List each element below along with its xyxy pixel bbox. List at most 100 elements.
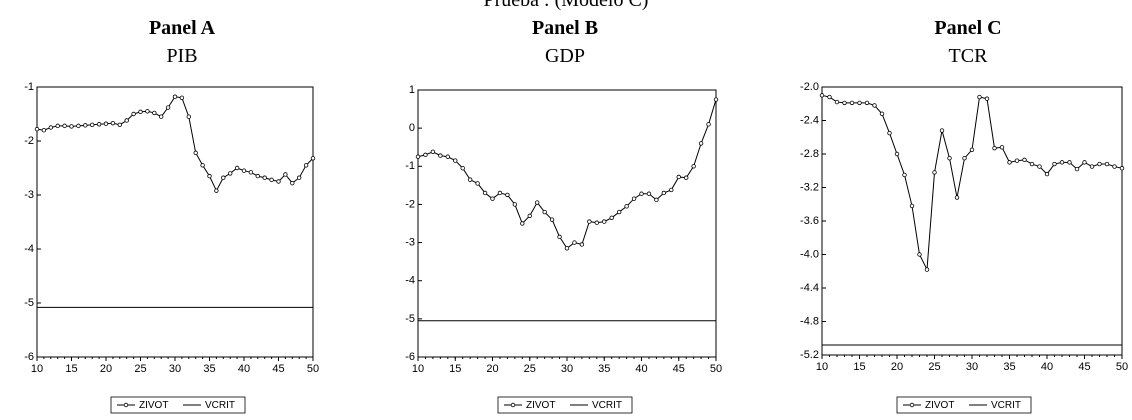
- point: [1112, 164, 1117, 169]
- point: [276, 179, 281, 184]
- x-tick-label: 20: [891, 361, 903, 373]
- point: [1082, 160, 1087, 165]
- y-tick-label: -3.6: [800, 215, 819, 227]
- point: [713, 97, 719, 102]
- point: [954, 195, 960, 200]
- y-tick-label: -3: [24, 189, 34, 201]
- point: [1059, 160, 1065, 165]
- point: [172, 94, 178, 99]
- point: [624, 204, 629, 209]
- x-tick-label: 35: [1003, 361, 1015, 373]
- point: [423, 152, 428, 158]
- point: [475, 181, 480, 186]
- y-tick-label: -4.0: [800, 248, 819, 260]
- x-tick-label: 40: [238, 363, 250, 375]
- point: [999, 145, 1005, 150]
- panel-title: Panel C: [934, 17, 1001, 39]
- point: [1119, 166, 1125, 171]
- point: [124, 118, 129, 123]
- point: [467, 177, 473, 182]
- y-tick-label: -1: [24, 81, 34, 93]
- y-tick-label: -6: [405, 351, 415, 363]
- x-tick-label: 45: [272, 363, 284, 375]
- y-tick-label: -5: [405, 313, 415, 325]
- point: [1097, 161, 1102, 167]
- point: [255, 173, 260, 179]
- point: [460, 165, 465, 171]
- point: [1089, 164, 1095, 169]
- panel-title: Panel A: [149, 17, 216, 39]
- point: [221, 175, 226, 180]
- point: [96, 122, 102, 127]
- point: [947, 155, 952, 161]
- point: [138, 109, 143, 115]
- point: [207, 173, 212, 179]
- y-tick-label: -2.4: [800, 114, 819, 126]
- point: [89, 122, 95, 127]
- point: [706, 122, 711, 127]
- y-tick-label: -4.8: [800, 315, 819, 327]
- point: [430, 149, 436, 154]
- point: [34, 126, 40, 132]
- y-tick-label: -6: [24, 351, 34, 363]
- y-tick-label: -2.0: [800, 81, 819, 93]
- point: [179, 95, 185, 100]
- point: [248, 170, 254, 175]
- point: [1044, 171, 1050, 177]
- point: [1052, 161, 1057, 167]
- point: [676, 174, 681, 180]
- x-tick-label: 35: [203, 363, 215, 375]
- series-line: [821, 94, 1123, 272]
- point: [887, 130, 892, 136]
- point: [587, 219, 592, 224]
- point: [594, 220, 599, 225]
- point: [631, 196, 637, 201]
- y-tick-label: -2: [24, 135, 34, 147]
- point: [654, 197, 659, 203]
- x-tick-label: 30: [561, 363, 573, 375]
- point: [297, 175, 302, 180]
- point: [691, 164, 696, 169]
- point: [698, 141, 704, 146]
- x-tick-label: 50: [1116, 361, 1128, 373]
- point: [639, 191, 644, 196]
- legend-box: [110, 396, 246, 414]
- y-tick-label: -1: [405, 160, 415, 172]
- point: [542, 209, 547, 215]
- point: [186, 114, 191, 119]
- point: [69, 124, 74, 129]
- x-tick-label: 10: [412, 363, 424, 375]
- point: [103, 121, 109, 126]
- point: [490, 196, 495, 201]
- point: [453, 158, 458, 163]
- x-tick-label: 30: [966, 361, 978, 373]
- y-tick-label: -2: [405, 198, 415, 210]
- point: [646, 191, 652, 196]
- x-tick-label: 40: [635, 363, 647, 375]
- point: [55, 123, 60, 129]
- point: [76, 123, 81, 129]
- point: [827, 94, 832, 100]
- series-line: [417, 99, 717, 250]
- legend-marker: [123, 402, 129, 408]
- point: [269, 177, 274, 183]
- point: [520, 221, 525, 226]
- point: [62, 123, 67, 129]
- point: [145, 109, 150, 114]
- y-tick-label: -2.8: [800, 148, 819, 160]
- point: [842, 100, 847, 106]
- x-tick-label: 25: [928, 361, 940, 373]
- point: [1007, 160, 1012, 165]
- y-tick-label: -5: [24, 297, 34, 309]
- panel-subtitle: PIB: [166, 45, 197, 67]
- point: [1014, 158, 1020, 163]
- point: [165, 105, 171, 110]
- legend-box: [497, 396, 633, 414]
- x-tick-label: 15: [449, 363, 461, 375]
- point: [158, 114, 164, 119]
- point: [879, 111, 885, 116]
- point: [857, 100, 862, 106]
- point: [616, 209, 622, 215]
- point: [117, 122, 122, 127]
- point: [969, 147, 975, 153]
